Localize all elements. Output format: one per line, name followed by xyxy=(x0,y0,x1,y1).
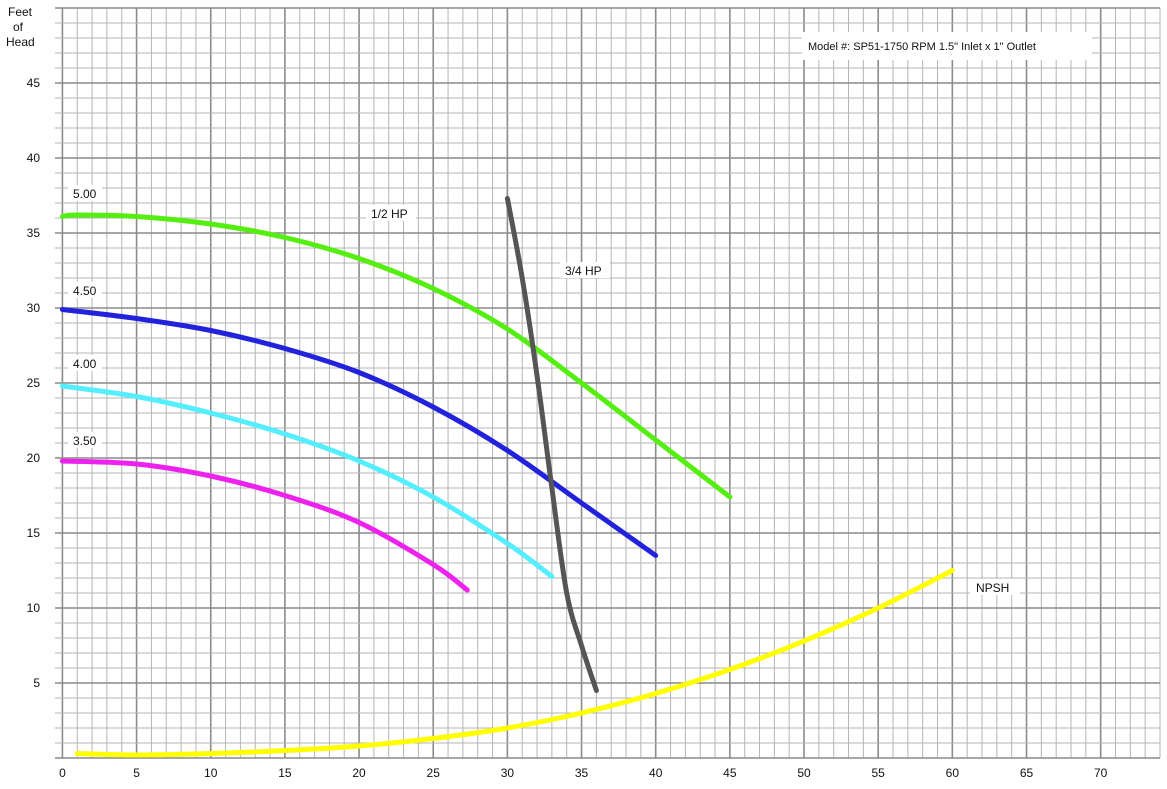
y-axis-label-line3: Head xyxy=(6,35,35,49)
series-label-4.00: 4.00 xyxy=(73,357,97,371)
series-label-bg-4.00 xyxy=(68,355,102,371)
series-line-npsh xyxy=(74,568,955,758)
y-tick-label: 45 xyxy=(27,76,41,90)
y-tick-label: 10 xyxy=(27,601,41,615)
x-tick-label: 60 xyxy=(946,766,960,780)
annotation-half-hp: 1/2 HP xyxy=(371,207,408,221)
y-tick-label: 20 xyxy=(27,451,41,465)
series-line-3.50 xyxy=(59,458,470,593)
y-tick-label: 15 xyxy=(27,526,41,540)
y-tick-label: 25 xyxy=(27,376,41,390)
x-tick-label: 40 xyxy=(649,766,663,780)
x-tick-label: 0 xyxy=(59,766,66,780)
series-label-bg-3.50 xyxy=(68,432,102,448)
y-tick-label: 5 xyxy=(33,676,40,690)
x-tick-label: 30 xyxy=(501,766,515,780)
x-tick-label: 15 xyxy=(278,766,292,780)
series-label-4.50: 4.50 xyxy=(73,284,97,298)
series-layer xyxy=(59,196,955,758)
model-info-text: Model #: SP51-1750 RPM 1.5" Inlet x 1" O… xyxy=(808,41,1036,53)
series-line-4.50 xyxy=(59,307,659,558)
series-label-3.50: 3.50 xyxy=(73,434,97,448)
x-tick-label: 25 xyxy=(427,766,441,780)
x-tick-label: 10 xyxy=(204,766,218,780)
x-tick-label: 50 xyxy=(797,766,811,780)
y-tick-label: 30 xyxy=(27,301,41,315)
grid xyxy=(55,7,1161,759)
series-label-bg-npsh xyxy=(970,579,1020,595)
series-line-5 xyxy=(504,196,599,693)
y-axis-label-line2: of xyxy=(13,20,24,34)
y-tick-label: 35 xyxy=(27,226,41,240)
x-tick-label: 65 xyxy=(1020,766,1034,780)
y-tick-label: 40 xyxy=(27,151,41,165)
tick-labels: 0 5 10 15 20 25 30 35 40 45 50 55 60 65 70 5 10 15 20 25 30 3… xyxy=(27,76,1108,780)
x-tick-label: 20 xyxy=(352,766,366,780)
annotation-bg-three-quarter-hp xyxy=(560,262,610,278)
y-axis-label-line1: Feet xyxy=(8,5,33,19)
x-tick-label: 45 xyxy=(723,766,737,780)
x-tick-label: 55 xyxy=(872,766,886,780)
series-line-5.00 xyxy=(59,212,733,500)
x-tick-label: 35 xyxy=(575,766,589,780)
series-line-4.00 xyxy=(59,383,555,579)
x-tick-label: 5 xyxy=(133,766,140,780)
annotation-three-quarter-hp: 3/4 HP xyxy=(565,264,602,278)
series-label-5.00: 5.00 xyxy=(73,187,97,201)
series-label-npsh: NPSH xyxy=(976,581,1009,595)
series-label-bg-4.50 xyxy=(68,282,102,298)
series-label-bg-5.00 xyxy=(68,185,102,201)
x-tick-label: 70 xyxy=(1094,766,1108,780)
annotation-bg-half-hp xyxy=(366,205,416,221)
model-info-box xyxy=(802,32,1092,60)
